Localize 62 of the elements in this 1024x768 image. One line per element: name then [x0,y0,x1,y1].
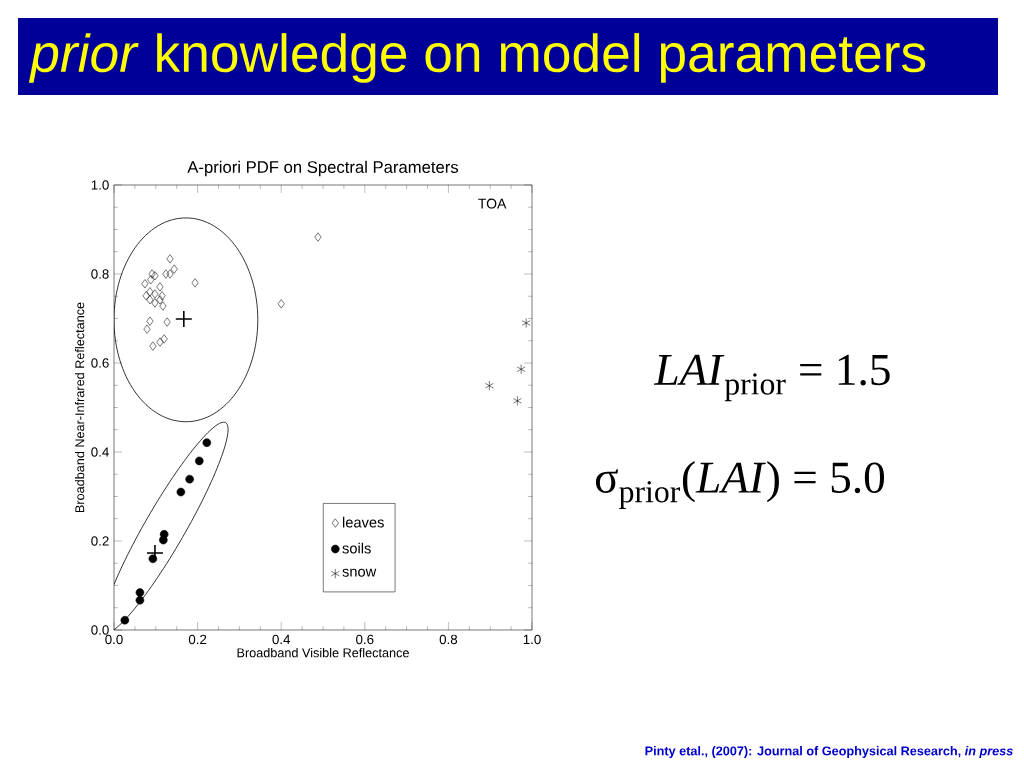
point [135,588,145,597]
x-axis-title: Broadband Visible Reflectance [237,647,409,658]
point [162,269,170,279]
x-tick-label: 0.6 [356,634,374,645]
point [166,269,174,279]
point [143,324,151,334]
legend-label: leaves [343,516,384,528]
point [176,487,186,497]
point [485,380,494,391]
point [147,275,155,285]
y-tick-label: 0.0 [91,625,109,635]
point [142,291,150,301]
chart-title: prior knowledge on model parameters [28,33,926,83]
point [146,295,154,305]
y-tick-label: 0.2 [91,536,109,546]
point [151,271,159,281]
text: LAI$_{prior}$ = 1.5 [653,354,890,402]
point [521,318,531,328]
chart-subtitle: A-priori PDF on Spectral Parameters [187,160,459,177]
point [146,287,154,297]
point [160,334,168,344]
point [163,317,171,327]
point [191,278,199,288]
point [146,316,154,326]
y-tick-label: 0.4 [91,447,109,457]
annotation: TOA [478,198,507,209]
point [170,264,178,274]
text: Pinty etal., (2007): Journal of Geophysical Research, in press [645,746,1013,758]
y-tick-label: 0.8 [91,269,109,279]
point [513,395,522,406]
point [135,595,145,605]
point [277,299,285,309]
point [156,337,164,347]
y-tick-label: 1.0 [91,180,109,190]
point [159,301,167,311]
point [148,269,156,279]
legend-label: soils [342,542,371,554]
point [516,364,526,375]
y-axis-title: Broadband Near-Infrared Reflectance [74,302,85,513]
point [158,291,166,301]
legend-label: snow [342,568,377,577]
x-tick-label: 0.4 [272,634,291,645]
x-tick-label: 1.0 [523,634,541,645]
point [202,438,212,447]
point [149,341,157,351]
point [159,535,168,545]
point [195,456,204,466]
x-tick-label: 0.8 [439,634,458,645]
text: σ$_{prior}$(LAI) = 5.0 [595,461,885,509]
x-tick-label: 0.0 [105,634,123,645]
point [314,232,322,242]
point [185,474,194,484]
point [156,295,164,305]
y-tick-label: 0.6 [91,358,109,368]
point [120,615,130,625]
point [141,279,149,289]
point [175,310,193,328]
point [156,282,164,292]
point [151,298,159,308]
x-tick-label: 0.2 [188,634,207,645]
point [151,289,159,299]
point [166,254,174,264]
